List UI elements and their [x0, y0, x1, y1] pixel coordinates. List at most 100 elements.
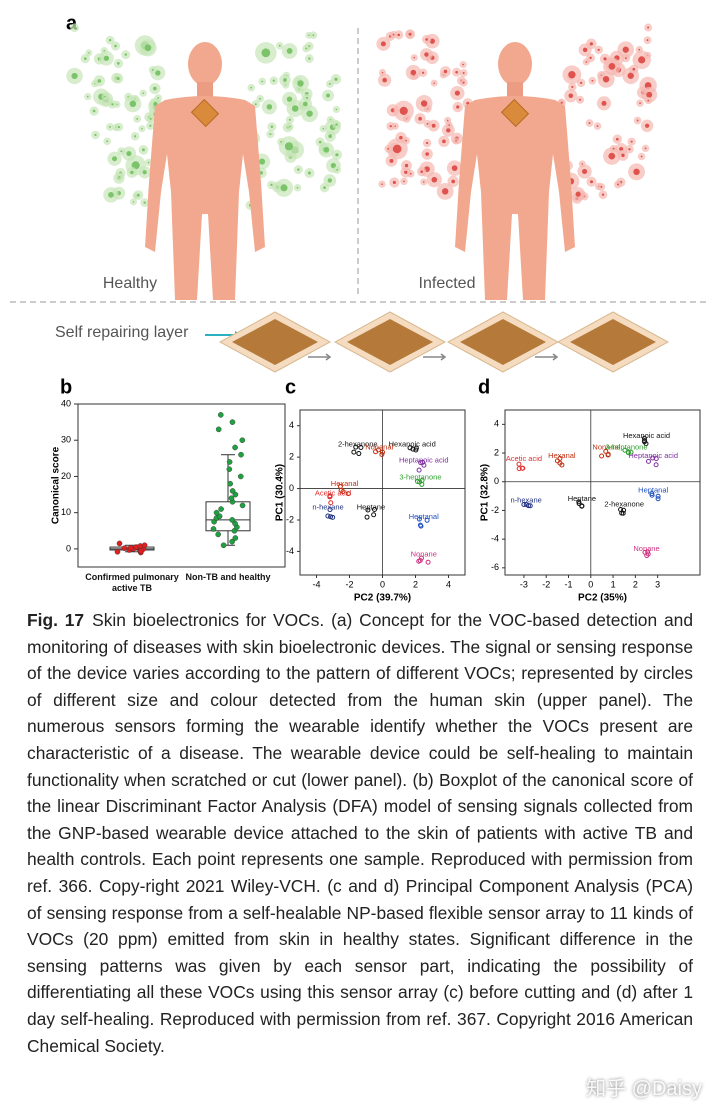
sample-point: [215, 426, 222, 433]
voc-dot: [280, 140, 282, 143]
voc-dot: [259, 158, 266, 165]
pca-point: [345, 491, 351, 497]
voc-dot: [585, 61, 588, 63]
voc-dot: [305, 96, 309, 99]
pca-point: [407, 445, 413, 451]
voc-dot: [603, 57, 607, 61]
pca-point: [554, 458, 560, 464]
voc-dot: [381, 183, 383, 185]
pca-point: [327, 494, 333, 500]
pca-point: [559, 462, 565, 468]
sample-point: [232, 444, 238, 451]
voc-dot: [392, 33, 395, 36]
voc-dot: [114, 44, 117, 48]
voc-dot: [297, 80, 304, 87]
voc-dot: [462, 63, 464, 66]
voc-dot: [424, 52, 429, 57]
voc-dot: [462, 72, 465, 74]
sample-point: [116, 540, 123, 547]
voc-dot: [644, 123, 650, 128]
y-tick-label: -4: [491, 534, 499, 544]
voc-dot: [328, 82, 331, 85]
point-label: Nonanal: [592, 442, 620, 451]
voc-dot: [323, 146, 330, 153]
voc-dot: [601, 193, 605, 196]
point-label: 2-hexanone: [338, 440, 378, 449]
voc-dot: [259, 171, 263, 175]
sample-point: [227, 480, 233, 487]
voc-dot: [571, 85, 574, 89]
voc-dot: [120, 150, 123, 153]
pca-point: [421, 462, 427, 468]
voc-dot: [308, 57, 311, 60]
voc-dot: [250, 86, 253, 89]
voc-dot: [421, 71, 425, 74]
point-label: n-hexane: [511, 495, 542, 504]
point-label: Heptanal: [638, 485, 668, 494]
voc-dot: [142, 148, 145, 152]
x-axis-label: PC2 (39.7%): [354, 593, 411, 604]
voc-dot: [392, 144, 402, 154]
y-tick-label: -2: [491, 505, 499, 515]
voc-dot: [73, 26, 76, 29]
pca-point: [645, 458, 651, 464]
voc-dot: [589, 180, 594, 184]
pca-point: [417, 558, 423, 564]
y-tick-label: -6: [491, 562, 499, 572]
voc-dot: [284, 142, 294, 151]
pca-point: [356, 451, 362, 457]
sample-point: [226, 466, 233, 473]
point-label: Heptanal: [409, 512, 439, 521]
tile: [447, 311, 559, 373]
voc-dot: [638, 48, 641, 51]
sample-point: [213, 509, 220, 516]
y-tick-label: -4: [286, 546, 294, 556]
pca-point: [605, 451, 611, 457]
tile: [557, 311, 669, 373]
voc-dot: [303, 101, 308, 107]
pca-point: [330, 514, 336, 520]
pca-point: [416, 467, 422, 473]
voc-dot: [646, 39, 649, 42]
y-tick-label: 2: [494, 447, 499, 457]
pca-point: [338, 487, 344, 493]
pca-point: [557, 455, 563, 461]
sample-point: [218, 506, 224, 512]
voc-dot: [142, 170, 147, 175]
y-axis-label: PC1 (30.4%): [275, 464, 286, 521]
y-tick-label: 20: [61, 471, 71, 481]
voc-dot: [94, 133, 97, 137]
y-tick-label: 2: [289, 452, 294, 462]
pca-point: [628, 449, 634, 455]
voc-dot: [608, 152, 616, 160]
point-label: 2-hexanone: [604, 500, 644, 509]
voc-dot: [286, 96, 293, 102]
voc-dot: [392, 180, 396, 185]
point-label: n-hexane: [312, 502, 343, 511]
voc-dot: [581, 163, 583, 165]
sample-point: [127, 545, 134, 551]
voc-dot: [602, 75, 610, 83]
point-label: Heptane: [357, 502, 385, 511]
pca-point: [576, 499, 582, 505]
pca-point: [603, 448, 609, 454]
voc-dot: [616, 183, 619, 186]
voc-dot: [404, 163, 409, 168]
point-label: Hexanoic acid: [389, 440, 436, 449]
point-label: Hexanoic acid: [623, 431, 670, 440]
x-tick-label: -1: [565, 579, 573, 589]
voc-dot: [144, 44, 152, 52]
x-tick-label: -2: [345, 579, 353, 589]
voc-dot: [106, 140, 109, 143]
voc-dot: [456, 105, 460, 109]
pca-point: [649, 492, 655, 498]
point-label: Nonane: [633, 544, 659, 553]
pca-point: [413, 447, 419, 453]
panel-label: c: [285, 376, 296, 398]
voc-dot: [408, 32, 412, 36]
voc-dot: [423, 181, 425, 183]
voc-dot: [389, 124, 392, 128]
voc-dot: [579, 81, 583, 85]
pca-point: [622, 447, 628, 453]
